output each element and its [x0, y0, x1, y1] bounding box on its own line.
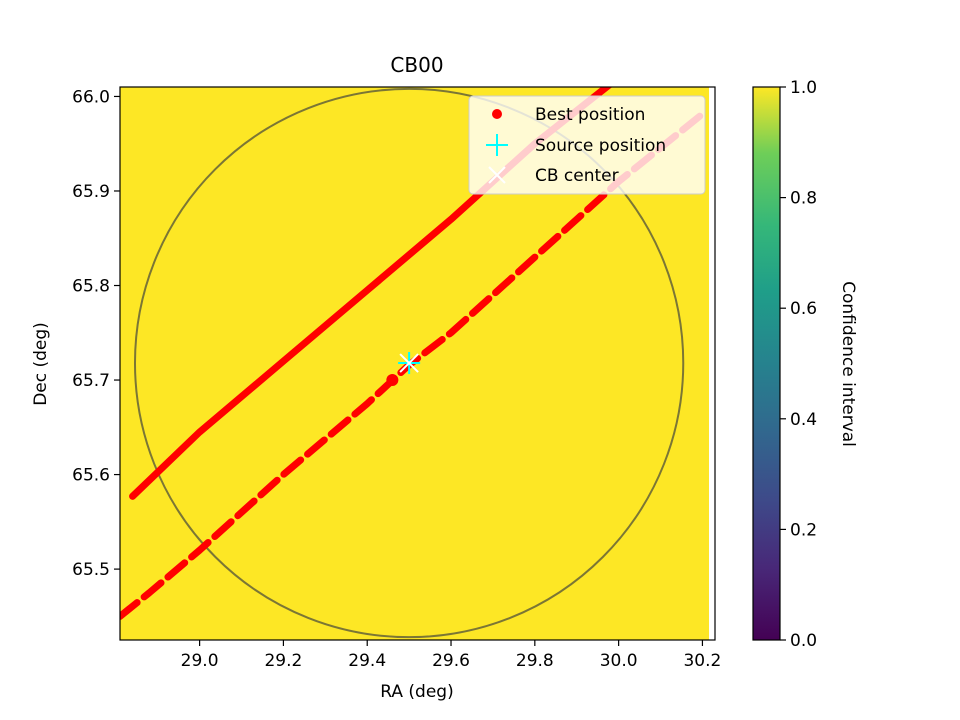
colorbar-label: Confidence interval	[838, 281, 858, 447]
legend-marker-cb-center	[488, 166, 506, 184]
y-axis-label: Dec (deg)	[31, 322, 51, 406]
legend-label: CB center	[535, 166, 619, 186]
colorbar-tick-label: 0.8	[790, 189, 817, 209]
chart-title: CB00	[390, 53, 443, 77]
x-tick-label: 29.2	[264, 651, 302, 671]
x-axis-label: RA (deg)	[380, 682, 453, 702]
legend-label: Best position	[535, 105, 645, 125]
colorbar-tick-label: 1.0	[790, 78, 817, 98]
colorbar-tick-label: 0.0	[790, 631, 817, 651]
x-tick-label: 29.0	[181, 651, 219, 671]
x-axis-ticks: 29.0 29.2 29.4 29.6 29.8 30.0 30.2	[181, 640, 721, 671]
y-tick-label: 65.5	[72, 560, 110, 580]
y-tick-label: 65.8	[72, 277, 110, 297]
legend-marker-best-position	[492, 109, 502, 119]
colorbar-gradient	[752, 86, 781, 641]
cb-center-marker	[399, 353, 419, 373]
legend-box	[468, 95, 706, 195]
colorbar: 0.0 0.2 0.4 0.6 0.8 1.0 Confidence interval	[752, 78, 858, 651]
y-tick-label: 65.7	[72, 371, 110, 391]
x-tick-label: 29.6	[432, 651, 470, 671]
colorbar-tick-label: 0.2	[790, 520, 817, 540]
cb-boundary-circle	[133, 87, 685, 639]
x-tick-label: 30.2	[683, 651, 721, 671]
y-axis-ticks: 65.5 65.6 65.7 65.8 65.9 66.0	[72, 87, 120, 580]
y-tick-label: 65.9	[72, 182, 110, 202]
legend-label: Source position	[535, 136, 666, 156]
y-tick-label: 66.0	[72, 87, 110, 107]
colorbar-ticks: 0.0 0.2 0.4 0.6 0.8 1.0	[780, 78, 817, 651]
best-position-point	[386, 374, 399, 387]
colorbar-tick-label: 0.4	[790, 410, 817, 430]
position-markers	[386, 352, 421, 387]
x-tick-label: 29.8	[516, 651, 554, 671]
x-tick-label: 29.4	[348, 651, 386, 671]
plot-frame	[119, 86, 716, 641]
x-tick-label: 30.0	[600, 651, 638, 671]
best-position-track-1	[129, 87, 613, 500]
legend: Best position Source position CB center	[468, 95, 706, 195]
y-tick-label: 65.6	[72, 466, 110, 486]
colorbar-tick-label: 0.6	[790, 299, 817, 319]
